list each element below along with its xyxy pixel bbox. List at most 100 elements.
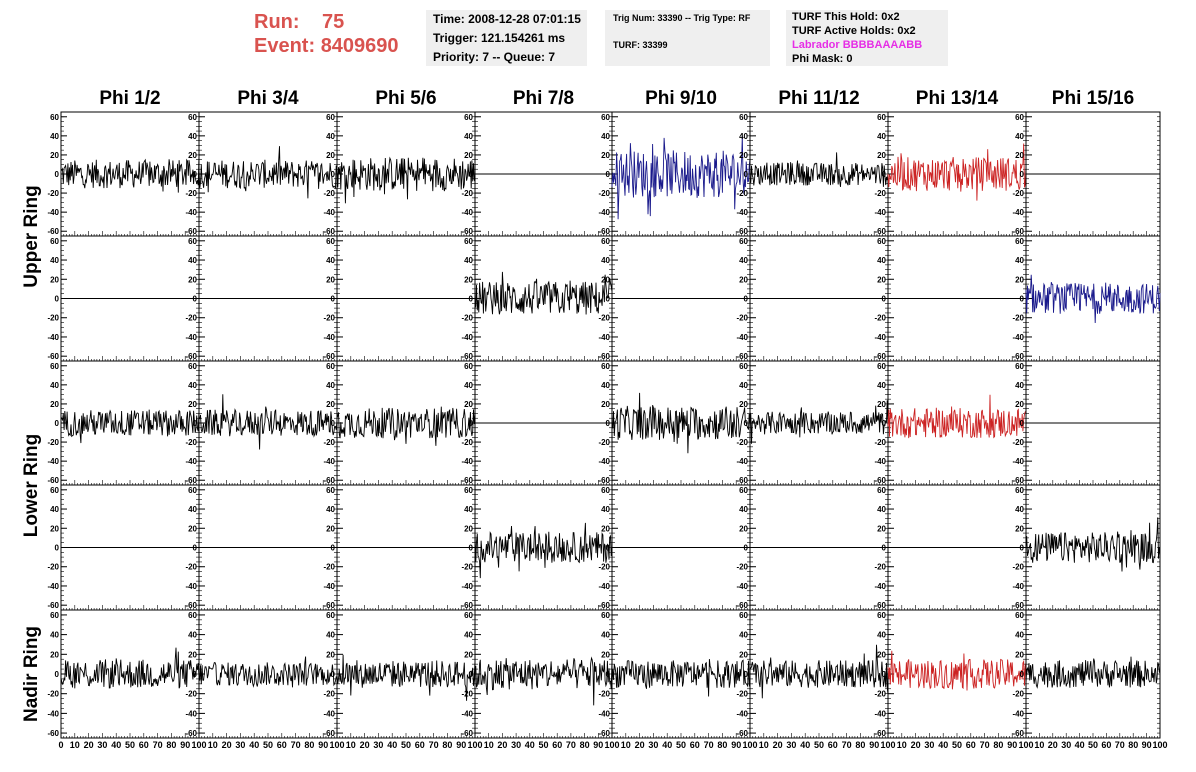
waveform-panel: -60 -40 -20 0 20 40 60 — [461, 111, 613, 237]
y-tick-label: -60 — [874, 476, 886, 485]
x-tick-label: 40 — [938, 740, 948, 750]
y-tick-label: 0 — [882, 419, 887, 428]
waveform-trace — [611, 392, 751, 454]
y-tick-label: 20 — [1015, 400, 1024, 409]
y-tick-label: -20 — [1012, 314, 1024, 323]
y-tick-label: -20 — [1012, 563, 1024, 572]
y-tick-label: -40 — [323, 582, 335, 591]
y-tick-label: 0 — [331, 170, 336, 179]
waveform-panel: -60 -40 -20 0 20 40 60 — [598, 609, 751, 739]
y-tick-label: 40 — [739, 256, 748, 265]
y-tick-label: -40 — [736, 457, 748, 466]
x-tick-label: 0 — [58, 740, 63, 750]
y-tick-label: -20 — [598, 189, 610, 198]
y-tick-label: 40 — [464, 381, 473, 390]
y-tick-label: -20 — [323, 314, 335, 323]
y-tick-label: -40 — [323, 457, 335, 466]
y-tick-label: 40 — [739, 381, 748, 390]
waveform-trace — [749, 152, 889, 187]
y-tick-label: 0 — [55, 295, 60, 304]
y-tick-label: 60 — [326, 113, 335, 122]
waveform-panel: -60 -40 -20 0 20 40 60 — [1012, 484, 1161, 611]
x-tick-label: 90 — [869, 740, 879, 750]
x-tick-label: 50 — [263, 740, 273, 750]
column-title: Phi 15/16 — [1052, 88, 1134, 109]
waveform-panel: -60 -40 -20 0 20 40 60 — [874, 111, 1027, 237]
y-tick-label: 40 — [326, 256, 335, 265]
priority-text: Priority: 7 -- Queue: 7 — [433, 50, 556, 64]
y-tick-label: 60 — [464, 611, 473, 620]
y-tick-label: 40 — [50, 256, 59, 265]
y-tick-label: 40 — [1015, 631, 1024, 640]
y-tick-label: 0 — [606, 170, 611, 179]
y-tick-label: 60 — [601, 237, 610, 246]
x-tick-label: 20 — [360, 740, 370, 750]
y-tick-label: 60 — [739, 611, 748, 620]
y-tick-label: -60 — [47, 352, 59, 361]
waveform-panel: -60 -40 -20 0 20 40 60 — [736, 609, 889, 739]
run-event-header: Run: 75 Event: 8409690 — [254, 10, 399, 58]
y-tick-label: 0 — [606, 670, 611, 679]
x-tick-label: 50 — [125, 740, 135, 750]
y-tick-label: -20 — [1012, 189, 1024, 198]
x-tick-label: 90 — [593, 740, 603, 750]
y-tick-label: 0 — [55, 170, 60, 179]
y-tick-label: 20 — [1015, 275, 1024, 284]
y-tick-label: 40 — [188, 132, 197, 141]
x-tick-label: 10 — [70, 740, 80, 750]
waveform-panel: -60 -40 -20 0 20 40 60 — [47, 235, 200, 362]
column-title: Phi 9/10 — [645, 88, 717, 109]
waveform-trace — [749, 644, 889, 699]
trig-info-box: Trig Num: 33390 -- Trig Type: RF TURF: 3… — [605, 10, 770, 66]
y-tick-label: 60 — [739, 486, 748, 495]
x-tick-label: 40 — [662, 740, 672, 750]
y-tick-label: -20 — [598, 314, 610, 323]
x-tick-label: 40 — [249, 740, 259, 750]
y-tick-label: 0 — [882, 544, 887, 553]
waveform-panel: -60 -40 -20 0 20 40 60 — [323, 360, 476, 486]
x-tick-label: 50 — [814, 740, 824, 750]
y-tick-label: -60 — [461, 476, 473, 485]
y-tick-label: 0 — [882, 170, 887, 179]
waveform-trace — [474, 271, 613, 315]
x-tick-label: 90 — [1142, 740, 1152, 750]
y-tick-label: -60 — [185, 227, 197, 236]
y-tick-label: 60 — [877, 611, 886, 620]
y-tick-label: 40 — [50, 132, 59, 141]
x-tick-label: 60 — [1101, 740, 1111, 750]
y-tick-label: -60 — [736, 601, 748, 610]
y-tick-label: -60 — [323, 729, 335, 738]
x-tick-label: 40 — [1075, 740, 1085, 750]
y-tick-label: -20 — [323, 189, 335, 198]
y-tick-label: 40 — [601, 256, 610, 265]
y-tick-label: -60 — [47, 601, 59, 610]
waveform-trace — [611, 659, 751, 697]
time-info-box: Time: 2008-12-28 07:01:15 Trigger: 121.1… — [426, 10, 587, 66]
y-tick-label: -20 — [185, 563, 197, 572]
waveform-panel: -60 -40 -20 0 20 40 60 — [185, 484, 338, 611]
y-tick-label: 0 — [193, 170, 198, 179]
x-tick-label: 50 — [952, 740, 962, 750]
y-tick-label: -60 — [461, 352, 473, 361]
y-tick-label: -20 — [185, 438, 197, 447]
y-tick-label: 40 — [601, 381, 610, 390]
waveform-panel: -60 -40 -20 0 20 40 60 — [323, 235, 476, 362]
y-tick-label: 0 — [1020, 295, 1025, 304]
y-tick-label: 20 — [50, 275, 59, 284]
y-tick-label: 20 — [464, 400, 473, 409]
y-tick-label: -60 — [874, 601, 886, 610]
x-tick-label: 30 — [786, 740, 796, 750]
waveform-trace — [60, 647, 200, 689]
waveform-trace — [611, 135, 751, 220]
y-tick-label: 0 — [606, 419, 611, 428]
y-tick-label: -20 — [1012, 438, 1024, 447]
y-tick-label: 40 — [188, 381, 197, 390]
x-tick-label: 20 — [497, 740, 507, 750]
waveform-panel: -60 -40 -20 0 20 40 60 — [736, 484, 889, 611]
y-tick-label: 20 — [877, 524, 886, 533]
x-tick-label: 30 — [373, 740, 383, 750]
y-tick-label: 60 — [464, 362, 473, 371]
waveform-trace — [887, 650, 1027, 691]
y-tick-label: -60 — [598, 227, 610, 236]
y-tick-label: 0 — [55, 544, 60, 553]
